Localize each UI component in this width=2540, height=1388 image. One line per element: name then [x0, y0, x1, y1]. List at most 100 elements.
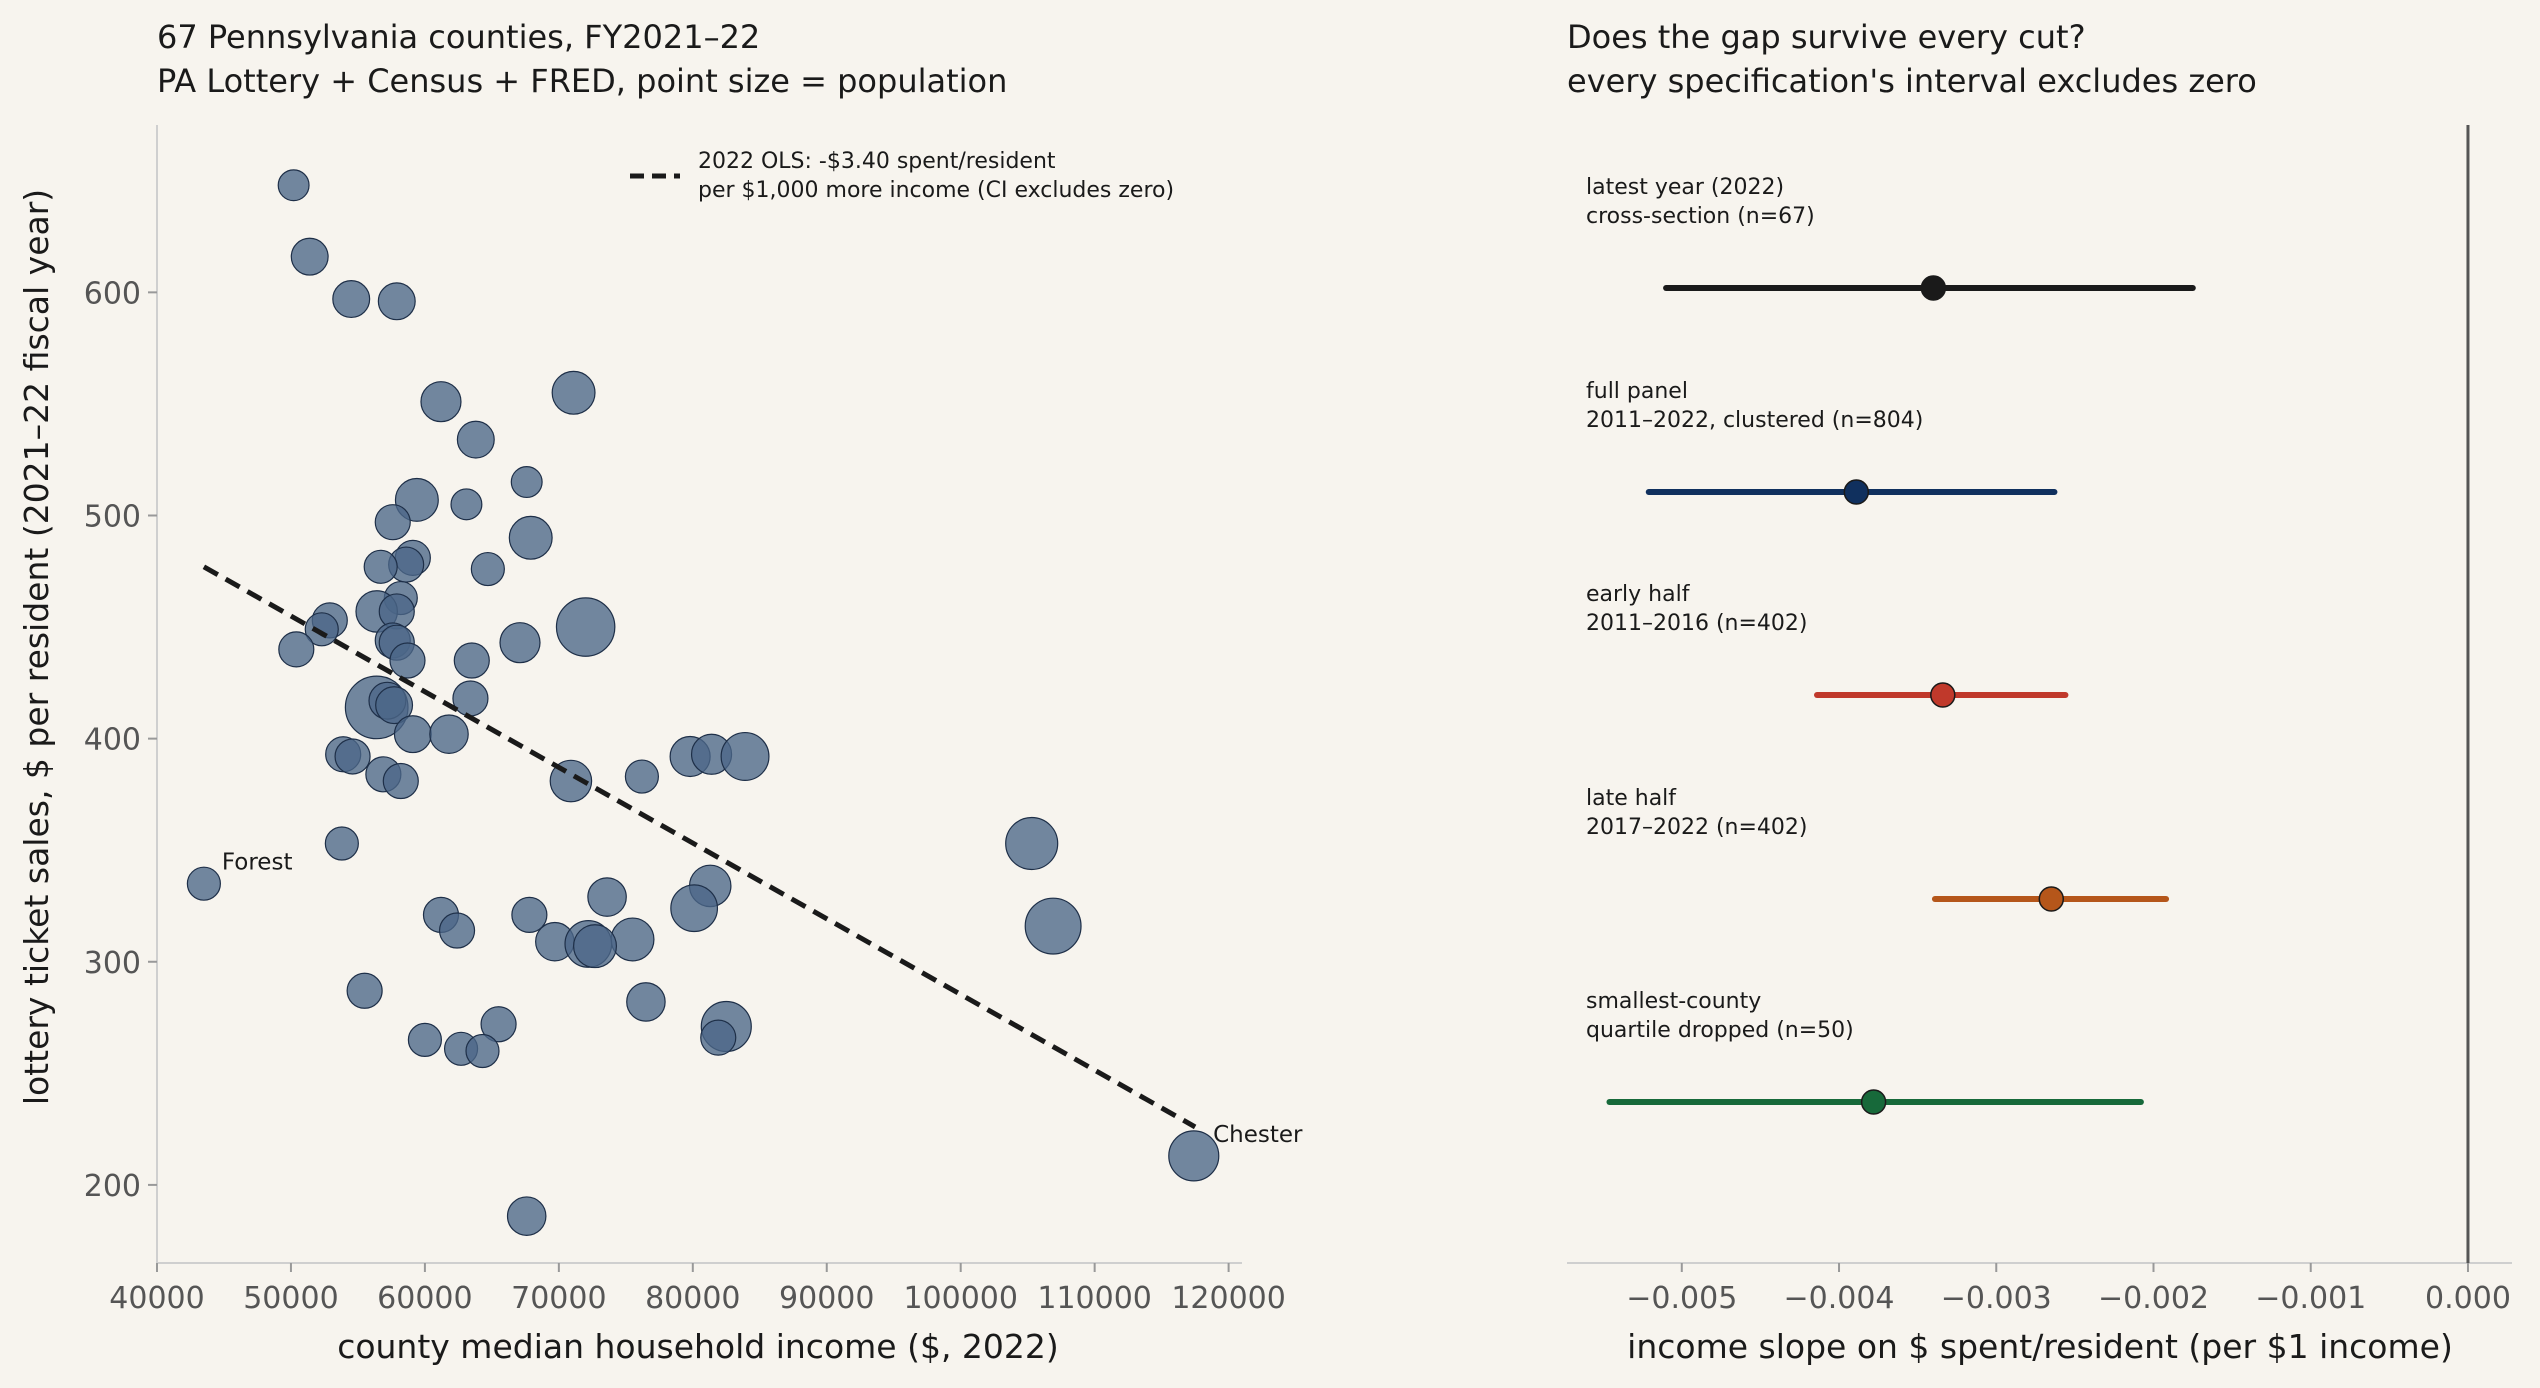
scatter-axes: 40000 50000 60000 70000 80000 90000 100000 1100…: [84, 125, 1286, 1316]
county-point: [420, 381, 462, 423]
forest-x-tick-label: −0.004: [1784, 1281, 1895, 1316]
forest-x-tick-label: −0.002: [2098, 1281, 2209, 1316]
scatter-xlabel: county median household income ($, 2022): [337, 1327, 1059, 1366]
forest-chart: Does the gap survive every cut? every sp…: [1567, 18, 2512, 1366]
point-estimate: [1930, 682, 1956, 708]
county-point: [429, 714, 469, 754]
county-point: [465, 1033, 500, 1069]
legend-text-line2: per $1,000 more income (CI excludes zero…: [698, 178, 1174, 203]
county-point: [1005, 816, 1059, 871]
county-point: [511, 896, 548, 934]
scatter-y-tick-label: 400: [84, 723, 141, 758]
county-point: [610, 917, 655, 962]
county-point: [186, 866, 221, 901]
forest-specs: latest year (2022) cross-section (n=67) fu…: [1586, 175, 2196, 1115]
county-point: [670, 884, 719, 933]
county-point: [375, 686, 414, 725]
point-estimate: [2038, 886, 2065, 912]
county-point: [450, 488, 483, 521]
spec-row: early half 2011–2016 (n=402): [1586, 582, 2069, 708]
county-point: [393, 715, 432, 754]
spec-label-line1: smallest-county: [1586, 989, 1761, 1014]
forest-axes: −0.005 −0.004 −0.003 −0.002 −0.001 0.000: [1567, 125, 2512, 1316]
county-point: [407, 1022, 443, 1057]
county-point: [363, 549, 398, 584]
scatter-y-tick-label: 500: [84, 499, 141, 534]
spec-label-line1: late half: [1586, 786, 1677, 811]
county-point: [573, 924, 618, 969]
scatter-title: 67 Pennsylvania counties, FY2021–22: [157, 18, 760, 56]
county-point: [551, 370, 596, 415]
spec-label-line2: quartile dropped (n=50): [1586, 1018, 1854, 1043]
forest-subtitle: every specification's interval excludes …: [1567, 62, 2257, 100]
county-point: [456, 420, 495, 459]
spec-row: latest year (2022) cross-section (n=67): [1586, 175, 2196, 301]
scatter-points: [186, 169, 1220, 1236]
county-point: [700, 1019, 737, 1056]
scatter-x-tick-label: 90000: [779, 1281, 874, 1316]
county-point: [324, 826, 359, 861]
spec-label-line2: 2017–2022 (n=402): [1586, 815, 1808, 840]
spec-label-line1: latest year (2022): [1586, 175, 1784, 200]
forest-title: Does the gap survive every cut?: [1567, 18, 2086, 56]
scatter-x-tick-label: 120000: [1171, 1281, 1286, 1316]
spec-label-line1: early half: [1586, 582, 1691, 607]
county-point: [389, 642, 426, 679]
county-annotation: Chester: [1213, 1122, 1303, 1148]
scatter-legend: 2022 OLS: -$3.40 spent/resident per $1,0…: [630, 149, 1174, 203]
county-point: [438, 912, 476, 949]
scatter-x-tick-label: 70000: [511, 1281, 606, 1316]
spec-label-line2: cross-section (n=67): [1586, 204, 1815, 229]
point-estimate: [1920, 275, 1947, 301]
scatter-x-tick-label: 50000: [243, 1281, 338, 1316]
legend-text-line1: 2022 OLS: -$3.40 spent/resident: [698, 149, 1056, 174]
scatter-annotations: Forest Chester: [222, 850, 1303, 1148]
county-point: [377, 282, 416, 321]
scatter-chart: 67 Pennsylvania counties, FY2021–22 PA L…: [17, 18, 1303, 1366]
county-point: [626, 982, 666, 1022]
forest-x-tick-label: −0.001: [2255, 1281, 2366, 1316]
county-point: [277, 169, 310, 202]
county-point: [382, 762, 419, 800]
scatter-y-tick-label: 200: [84, 1169, 141, 1204]
county-point: [278, 631, 315, 668]
ols-fit-line: [202, 564, 1197, 1130]
forest-x-tick-label: −0.005: [1626, 1281, 1737, 1316]
county-point: [374, 504, 411, 541]
scatter-fit-line: [202, 564, 1197, 1130]
point-estimate: [1860, 1089, 1887, 1115]
scatter-x-tick-label: 80000: [645, 1281, 740, 1316]
scatter-x-tick-label: 40000: [109, 1281, 204, 1316]
county-point: [304, 612, 339, 647]
scatter-y-tick-label: 300: [84, 946, 141, 981]
county-point: [587, 877, 627, 917]
county-point: [624, 759, 660, 794]
county-point: [332, 280, 371, 319]
scatter-x-tick-label: 110000: [1037, 1281, 1152, 1316]
county-point: [453, 642, 490, 679]
county-point: [555, 597, 616, 657]
county-point: [470, 551, 505, 587]
county-point: [480, 1006, 517, 1043]
county-point: [506, 1196, 547, 1236]
spec-row: smallest-county quartile dropped (n=50): [1586, 989, 2144, 1115]
county-point: [334, 738, 371, 775]
forest-x-tick-label: 0.000: [2425, 1281, 2511, 1316]
scatter-y-tick-label: 600: [84, 276, 141, 311]
point-estimate: [1843, 479, 1870, 505]
spec-row: late half 2017–2022 (n=402): [1586, 786, 2170, 912]
county-annotation: Forest: [222, 850, 293, 876]
scatter-x-tick-label: 60000: [377, 1281, 472, 1316]
scatter-subtitle: PA Lottery + Census + FRED, point size =…: [157, 62, 1007, 100]
forest-x-tick-label: −0.003: [1941, 1281, 2052, 1316]
county-point: [290, 237, 329, 276]
spec-label-line2: 2011–2016 (n=402): [1586, 611, 1808, 636]
county-point: [508, 515, 553, 560]
county-point: [510, 466, 543, 499]
scatter-x-tick-label: 100000: [903, 1281, 1018, 1316]
spec-label-line1: full panel: [1586, 379, 1688, 404]
county-point: [720, 731, 770, 781]
county-point: [1024, 897, 1082, 955]
spec-label-line2: 2011–2022, clustered (n=804): [1586, 408, 1923, 433]
